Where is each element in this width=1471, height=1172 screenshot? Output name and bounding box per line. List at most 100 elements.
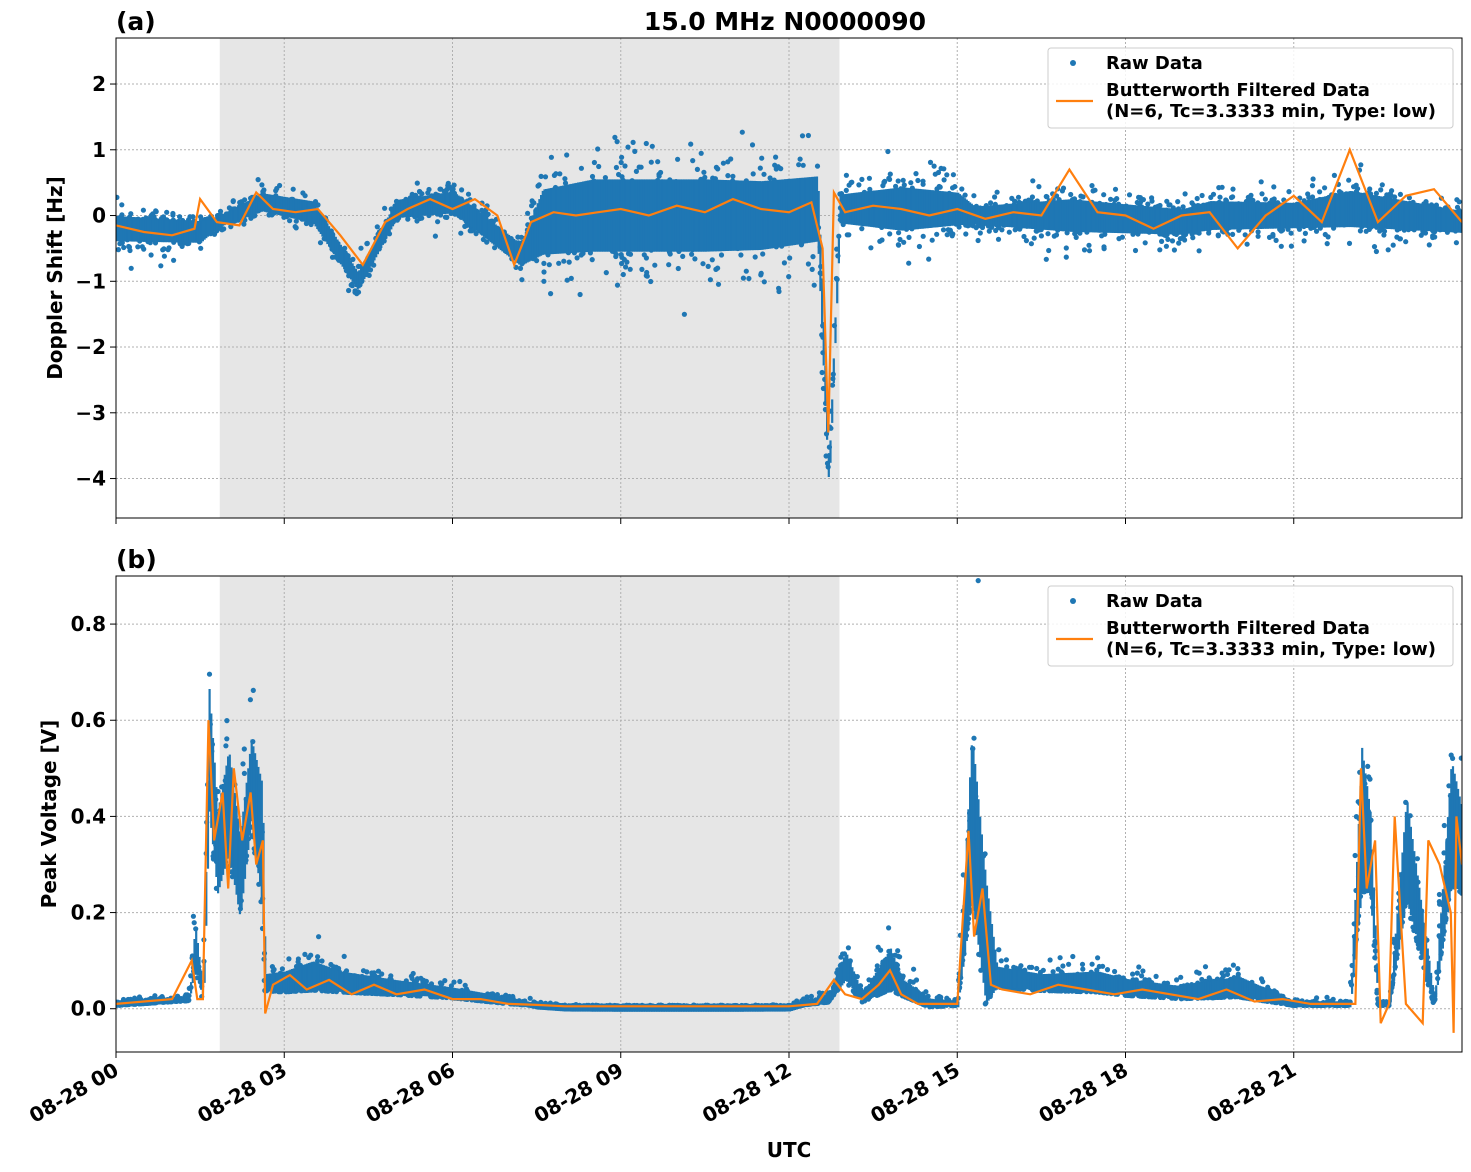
raw-data-point	[760, 251, 766, 257]
raw-data-point	[1070, 953, 1076, 960]
raw-data-band	[1043, 201, 1046, 230]
raw-data-band	[1192, 206, 1195, 233]
raw-data-band	[272, 195, 275, 214]
raw-data-band	[1260, 202, 1263, 229]
raw-data-band	[230, 209, 233, 223]
raw-data-point	[1288, 230, 1294, 236]
raw-data-band	[1418, 203, 1421, 231]
raw-data-band	[375, 239, 378, 258]
raw-data-band	[561, 185, 565, 254]
raw-data-point	[1244, 241, 1250, 247]
raw-data-point	[975, 237, 981, 244]
raw-data-band	[1425, 204, 1428, 231]
raw-data-point	[1346, 177, 1352, 183]
raw-data-band	[1017, 203, 1020, 228]
raw-data-point	[906, 234, 912, 240]
raw-data-point	[223, 743, 229, 749]
raw-data-band	[260, 193, 263, 212]
raw-data-band	[913, 188, 916, 230]
raw-data-point	[119, 212, 125, 218]
raw-data-point	[190, 913, 196, 919]
raw-data-band	[1436, 206, 1439, 232]
raw-data-band	[333, 234, 336, 255]
raw-data-band	[624, 179, 627, 252]
raw-data-point	[927, 159, 934, 165]
raw-data-point	[1063, 245, 1069, 251]
raw-data-point	[868, 245, 874, 251]
raw-data-point	[164, 209, 170, 215]
raw-data-point	[451, 979, 457, 985]
raw-data-point	[689, 251, 695, 257]
raw-data-band	[863, 191, 866, 227]
raw-data-band	[1066, 199, 1069, 232]
raw-data-point	[931, 163, 937, 169]
raw-data-band	[348, 258, 351, 277]
raw-data-point	[300, 190, 306, 196]
raw-data-band	[519, 244, 522, 266]
raw-data-point	[177, 214, 183, 220]
raw-data-band	[322, 218, 326, 239]
raw-data-band	[1255, 202, 1258, 229]
raw-data-point	[658, 169, 664, 176]
raw-data-point	[823, 453, 829, 459]
raw-data-band	[1219, 201, 1222, 230]
raw-data-band	[464, 200, 467, 223]
raw-data-point	[1177, 236, 1183, 242]
raw-data-band	[139, 217, 142, 242]
raw-data-band	[211, 218, 215, 233]
raw-data-band	[1399, 199, 1402, 230]
raw-data-band	[376, 236, 379, 255]
raw-data-point	[901, 239, 907, 245]
raw-data-point	[1346, 240, 1353, 246]
raw-data-band	[679, 179, 682, 252]
raw-data-band	[757, 181, 760, 251]
raw-data-point	[319, 958, 325, 964]
raw-data-point	[1053, 232, 1060, 238]
raw-data-point	[198, 245, 204, 251]
raw-data-band	[1016, 203, 1019, 228]
raw-data-point	[1157, 247, 1163, 253]
raw-data-point	[568, 275, 574, 281]
raw-data-point	[259, 182, 265, 188]
raw-data-point	[562, 180, 569, 186]
raw-data-band	[1071, 199, 1074, 232]
raw-data-band	[928, 189, 931, 228]
raw-data-band	[1176, 208, 1179, 235]
raw-data-band	[938, 190, 941, 227]
plot-area	[116, 129, 1462, 477]
raw-data-band	[388, 214, 391, 233]
raw-data-band	[797, 178, 800, 245]
raw-data-band	[990, 205, 994, 226]
raw-data-band	[1044, 201, 1047, 230]
raw-data-band	[945, 191, 948, 227]
raw-data-band	[693, 179, 696, 252]
raw-data-band	[415, 197, 418, 217]
raw-data-band	[154, 218, 157, 243]
raw-data-point	[1026, 197, 1032, 203]
raw-data-band	[851, 193, 854, 225]
raw-data-band	[1330, 195, 1333, 228]
raw-data-point	[773, 154, 779, 160]
raw-data-band	[1446, 208, 1450, 233]
raw-data-point	[929, 237, 935, 243]
raw-data-point	[1269, 197, 1275, 203]
raw-data-band	[1204, 202, 1207, 231]
raw-data-band	[1100, 202, 1103, 233]
raw-data-band	[496, 225, 499, 248]
raw-data-band	[984, 205, 987, 226]
raw-data-band	[942, 191, 945, 227]
raw-data-point	[1050, 969, 1056, 975]
raw-data-band	[947, 191, 950, 227]
raw-data-band	[950, 192, 953, 226]
raw-data-point	[128, 211, 134, 217]
raw-data-point	[796, 162, 802, 168]
raw-data-band	[341, 247, 344, 267]
raw-data-band	[980, 206, 983, 226]
raw-data-point	[936, 183, 942, 190]
raw-data-band	[545, 189, 548, 255]
raw-data-band	[1305, 200, 1308, 228]
raw-data-band	[640, 179, 644, 252]
raw-data-point	[761, 279, 767, 285]
raw-data-band	[533, 211, 536, 260]
